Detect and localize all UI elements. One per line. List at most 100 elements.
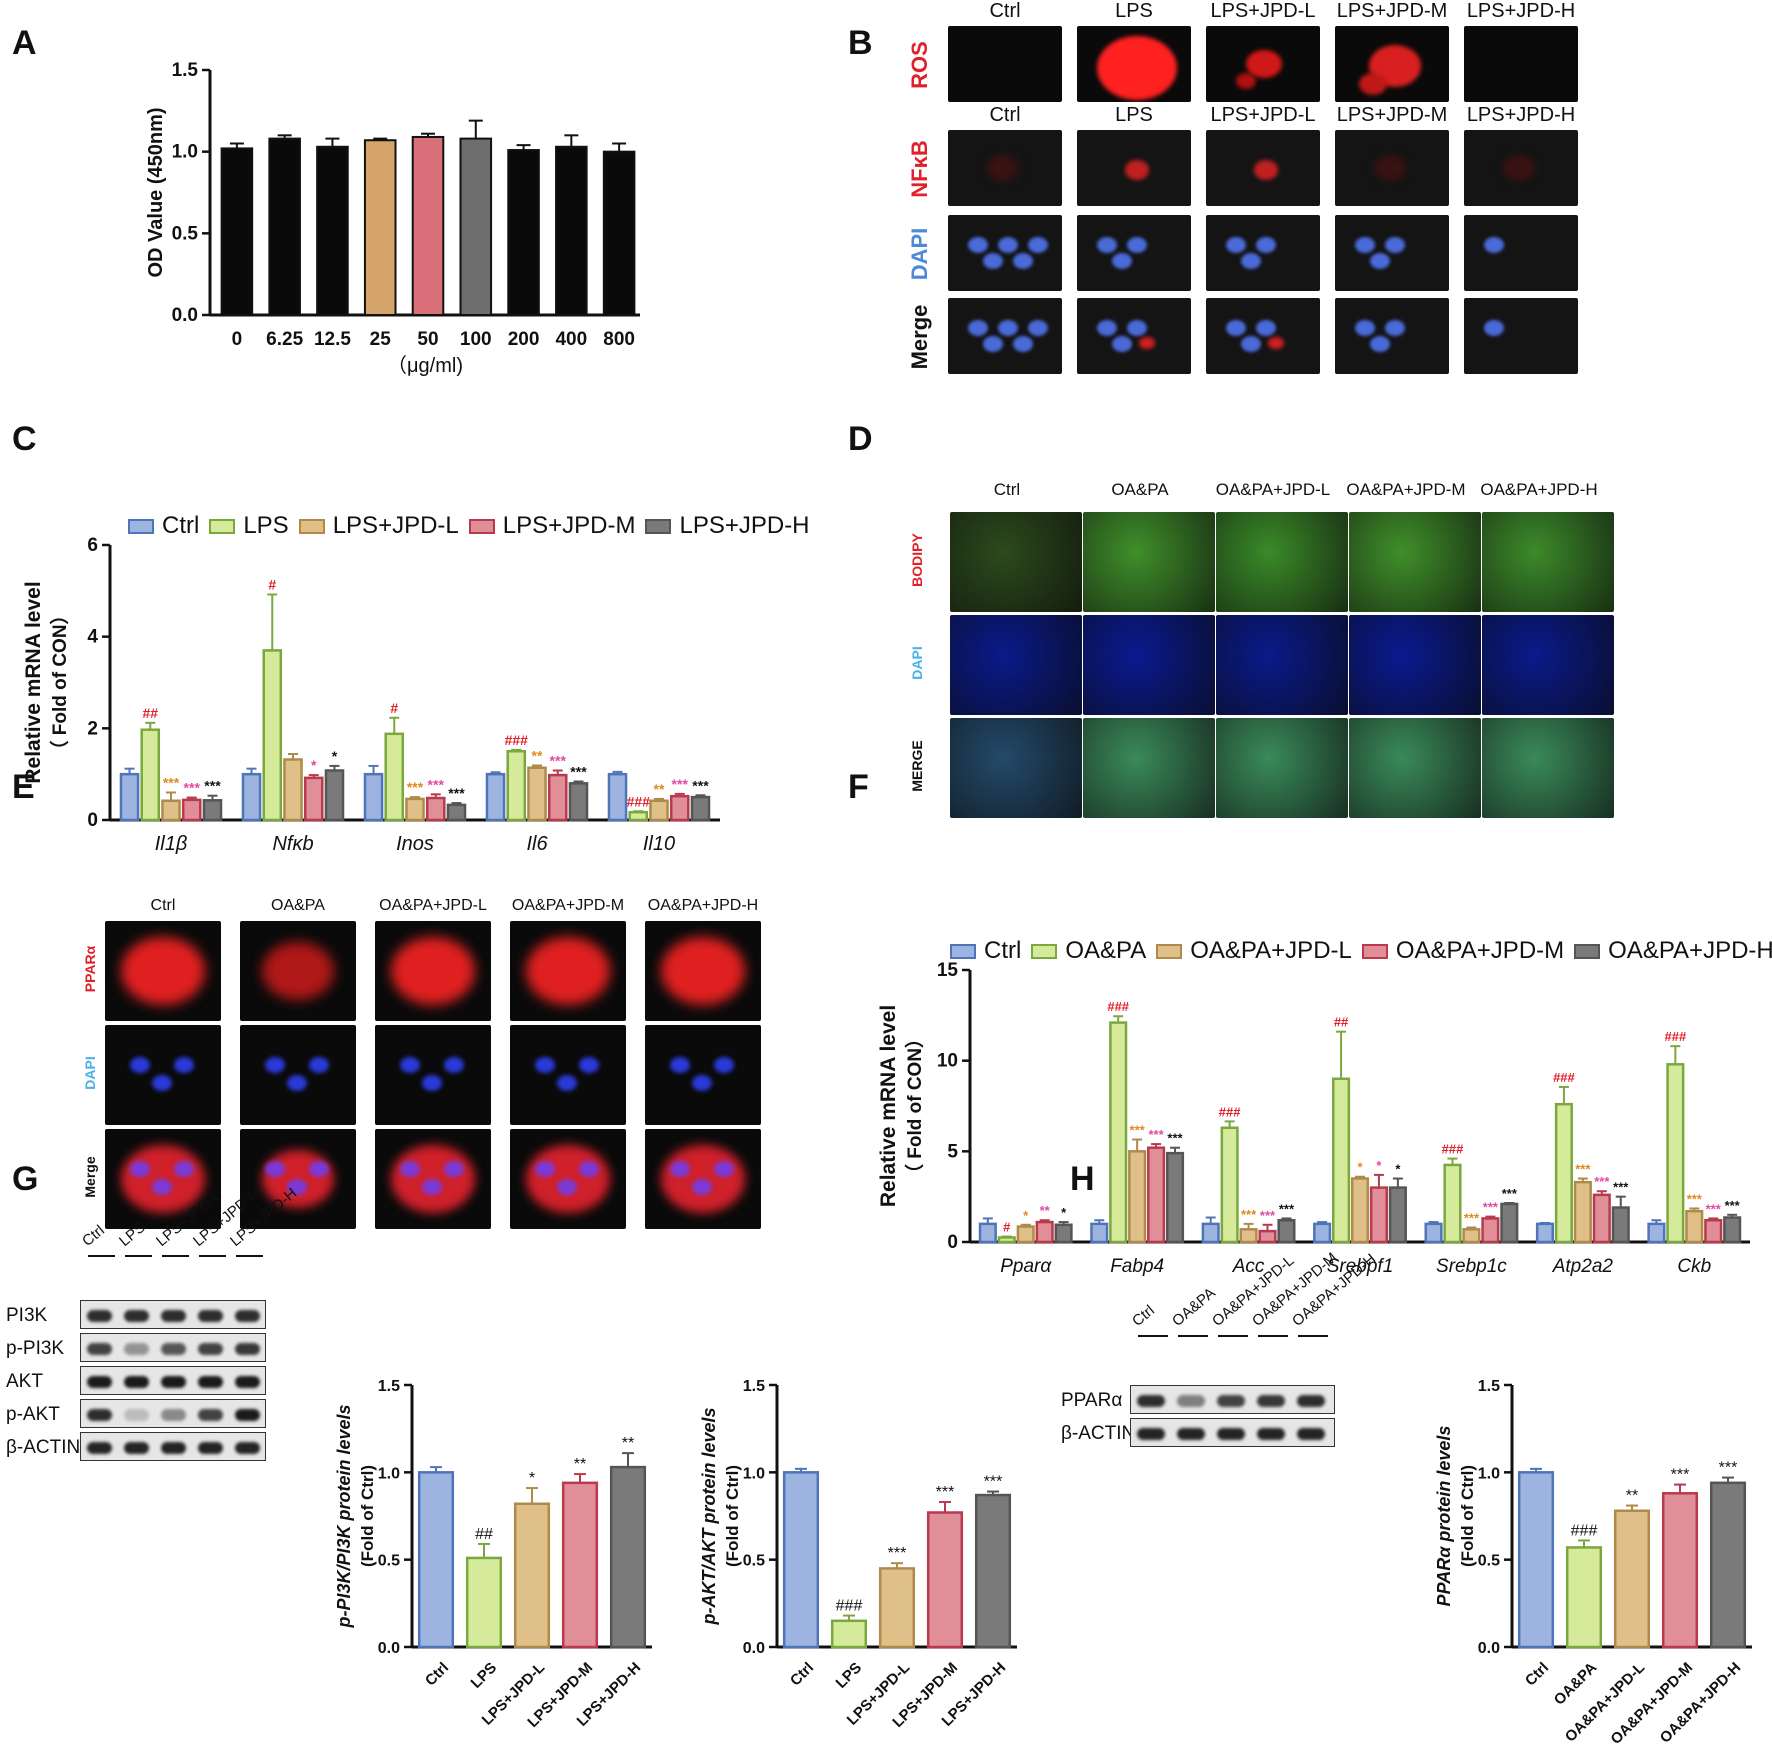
significance-label: ###	[1553, 1070, 1575, 1085]
bar	[782, 1471, 820, 1649]
legend-item: Ctrl	[950, 937, 1021, 965]
y-tick-label: 0.0	[378, 1640, 400, 1657]
cell-blob	[557, 1075, 577, 1091]
microscopy-image	[1083, 718, 1215, 818]
significance-label: ***	[1483, 1200, 1499, 1215]
legend-label: Ctrl	[162, 512, 200, 539]
bar	[1723, 1216, 1742, 1244]
bar	[119, 772, 140, 822]
significance-label: ***	[407, 779, 424, 795]
bar	[1613, 1509, 1651, 1649]
significance-label: ***	[1706, 1201, 1722, 1216]
x-tick-label: Acc	[1232, 1256, 1265, 1277]
lane-marker	[1258, 1335, 1288, 1337]
microscopy-image	[948, 130, 1062, 206]
microscopy-image	[1349, 512, 1481, 612]
microscopy-image	[1083, 512, 1215, 612]
legend-swatch	[298, 518, 325, 534]
significance-label: ***	[1279, 1201, 1295, 1216]
x-tick-label: Srebp1c	[1436, 1256, 1507, 1277]
microscopy-image	[1216, 512, 1348, 612]
bar	[1220, 1126, 1239, 1244]
cell-blob	[444, 1161, 464, 1177]
cell-blob	[1236, 73, 1256, 89]
cell-blob	[670, 1161, 690, 1177]
chart-h: 0.00.51.01.5Ctrl###OA&PA**OA&PA+JPD-L***…	[1434, 1378, 1752, 1748]
cell-blob	[121, 1145, 205, 1213]
x-tick-label: 0	[232, 329, 243, 350]
column-label: LPS+JPD-M	[1336, 104, 1448, 126]
bar	[830, 1619, 868, 1649]
bar	[568, 782, 589, 822]
y-tick-label: 0.0	[172, 305, 198, 326]
bar	[669, 794, 690, 822]
cell-blob	[998, 320, 1018, 336]
blot-band	[235, 1342, 260, 1355]
bar	[1462, 1228, 1481, 1244]
legend-swatch	[1574, 943, 1601, 959]
cell-blob	[287, 1179, 307, 1195]
blot-band	[87, 1309, 112, 1322]
cell-blob	[1385, 320, 1405, 336]
bar	[1147, 1146, 1166, 1244]
bar	[241, 772, 262, 822]
microscopy-image	[1464, 130, 1578, 206]
bar	[1647, 1222, 1666, 1244]
legend-swatch	[128, 518, 154, 534]
cell-blob	[1385, 237, 1405, 253]
cell-blob	[535, 1161, 555, 1177]
cell-blob	[983, 336, 1003, 352]
bar	[1424, 1222, 1443, 1244]
blot-band	[124, 1342, 149, 1355]
column-label: LPS+JPD-H	[1466, 0, 1576, 22]
cell-blob	[1241, 336, 1261, 352]
legend-swatch	[645, 518, 672, 534]
panel-label-d: D	[848, 420, 873, 458]
column-label: OA&PA+JPD-L	[379, 897, 487, 914]
significance-label: ***	[570, 764, 587, 780]
significance-label: ##	[475, 1526, 493, 1543]
significance-label: ***	[692, 777, 709, 793]
significance-label: *	[1357, 1160, 1363, 1175]
blot-row-label: AKT	[6, 1370, 43, 1392]
legend-label: Ctrl	[984, 937, 1022, 964]
bar	[363, 139, 397, 316]
microscopy-image	[1206, 215, 1320, 291]
bar	[507, 149, 540, 316]
cell-blob	[1254, 160, 1278, 180]
x-tick-label: Fabp4	[1110, 1256, 1164, 1277]
significance-label: ***	[1594, 1174, 1610, 1189]
bar	[411, 135, 445, 317]
blot-band	[198, 1441, 223, 1454]
ros-image	[1077, 26, 1191, 102]
column-label: LPS+JPD-L	[1210, 104, 1316, 126]
microscopy-image	[645, 921, 761, 1021]
significance-label: ###	[836, 1598, 863, 1615]
lane-marker	[199, 1255, 226, 1257]
x-tick-label: 100	[460, 329, 492, 350]
significance-label: ***	[1167, 1131, 1183, 1146]
cell-blob	[1028, 237, 1048, 253]
y-tick-label: 1.5	[172, 60, 199, 81]
significance-label: ***	[1130, 1123, 1146, 1138]
y-tick-label: 0.0	[1478, 1640, 1500, 1657]
row-label: DAPI	[82, 1056, 98, 1090]
lane-marker	[162, 1255, 189, 1257]
lane-marker	[1298, 1335, 1328, 1337]
x-tick-label: 25	[370, 329, 392, 350]
cell-blob	[400, 1057, 420, 1073]
blot-strip	[80, 1432, 266, 1461]
lane-marker	[88, 1255, 115, 1257]
cell-blob	[309, 1057, 329, 1073]
legend-swatch	[1156, 943, 1183, 959]
bar	[1109, 1021, 1128, 1244]
bar	[1128, 1150, 1147, 1244]
blot-band	[87, 1408, 112, 1421]
row-label: BODIPY	[909, 533, 925, 587]
y-axis-label-unit: (Fold of Ctrl)	[1458, 1465, 1477, 1567]
legend-swatch	[1031, 943, 1058, 959]
y-axis-label-unit: (Fold of Ctrl)	[723, 1465, 742, 1567]
bar	[506, 750, 527, 822]
blot-row-label: PI3K	[6, 1304, 48, 1326]
significance-label: **	[654, 781, 665, 797]
